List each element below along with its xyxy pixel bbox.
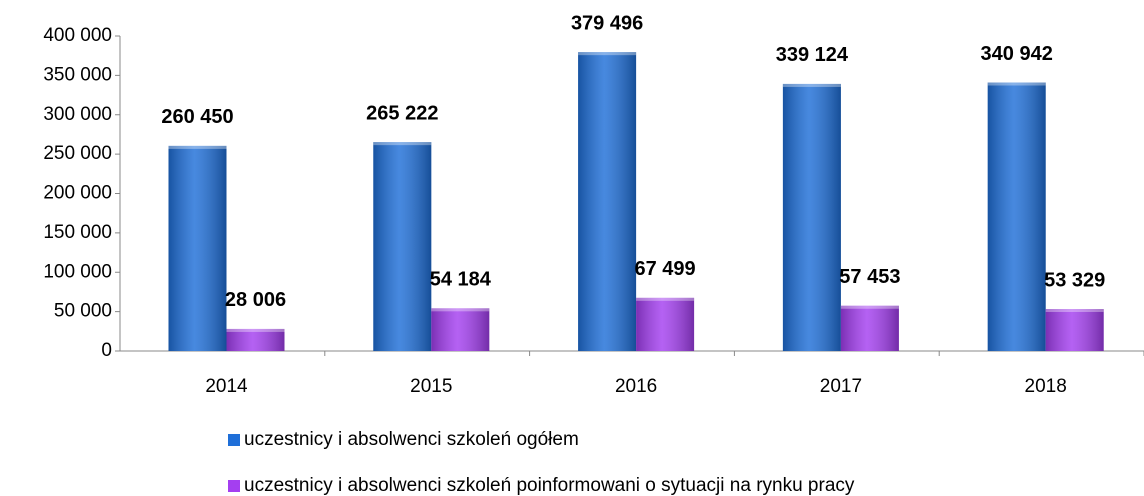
value-label: 339 124: [776, 44, 849, 66]
bar-shine: [840, 305, 899, 351]
y-tick-label: 300 000: [43, 104, 112, 125]
value-label: 340 942: [981, 43, 1053, 65]
bar-top: [782, 83, 841, 87]
bar-shine: [987, 82, 1046, 351]
bar-shine: [636, 297, 695, 351]
bar-top: [226, 328, 285, 332]
bar-shine: [1045, 309, 1104, 351]
y-tick-label: 350 000: [43, 64, 112, 85]
bar-top: [1045, 309, 1104, 313]
value-label: 265 222: [366, 102, 438, 124]
y-tick-label: 200 000: [43, 183, 112, 204]
x-tick-label: 2018: [1025, 376, 1067, 397]
legend-swatch: [228, 434, 240, 446]
bar-shine: [373, 142, 432, 351]
legend-label: uczestnicy i absolwenci szkoleń poinform…: [244, 475, 855, 496]
value-label: 53 329: [1044, 269, 1105, 291]
x-tick-label: 2017: [820, 376, 862, 397]
y-tick-label: 100 000: [43, 261, 112, 282]
bar-shine: [226, 328, 285, 351]
value-label: 260 450: [161, 106, 233, 128]
value-label: 379 496: [571, 12, 643, 34]
bar-top: [578, 52, 637, 56]
legend-swatch: [228, 480, 240, 492]
bar-shine: [168, 145, 227, 351]
bar-top: [636, 297, 695, 301]
y-tick-label: 400 000: [43, 25, 112, 46]
value-label: 54 184: [430, 269, 492, 291]
value-label: 28 006: [225, 289, 286, 311]
value-label: 67 499: [635, 258, 696, 280]
bar-top: [373, 142, 432, 146]
x-tick-label: 2014: [205, 376, 248, 397]
bar-shine: [431, 308, 490, 351]
bar-shine: [578, 52, 637, 351]
bar-top: [431, 308, 490, 312]
legend-label: uczestnicy i absolwenci szkoleń ogółem: [244, 429, 579, 450]
value-label: 57 453: [839, 266, 900, 288]
y-tick-label: 250 000: [43, 143, 112, 164]
bar-top: [168, 145, 227, 149]
x-tick-label: 2015: [410, 376, 452, 397]
bar-top: [840, 305, 899, 309]
bar-shine: [782, 83, 841, 351]
y-tick-label: 150 000: [43, 222, 112, 243]
y-tick-label: 0: [101, 340, 112, 361]
bar-top: [987, 82, 1046, 86]
y-tick-label: 50 000: [54, 301, 112, 322]
x-tick-label: 2016: [615, 376, 657, 397]
